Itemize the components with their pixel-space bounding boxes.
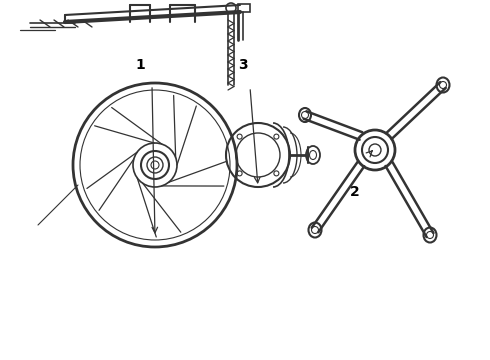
Text: 3: 3: [238, 58, 248, 72]
Text: 2: 2: [350, 185, 360, 199]
Text: 1: 1: [135, 58, 145, 72]
Bar: [238, 4, 250, 12]
